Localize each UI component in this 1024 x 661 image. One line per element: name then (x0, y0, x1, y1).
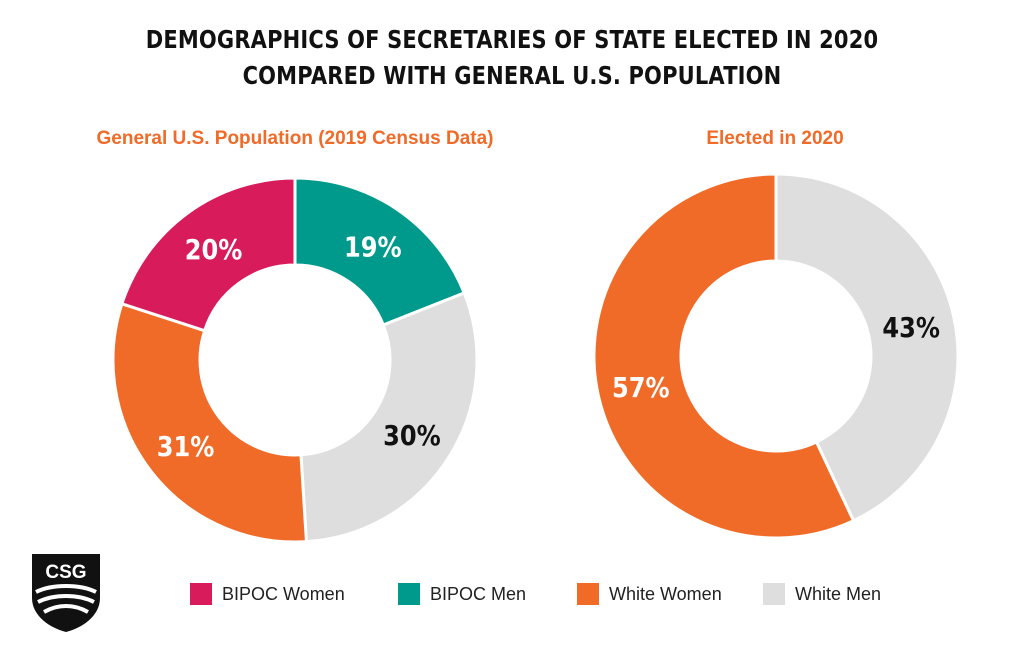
legend-label: BIPOC Men (430, 583, 527, 604)
legend-item-white-men: White Men (763, 583, 881, 605)
donut-slice-bipoc-women (120, 176, 297, 333)
title-line-2: COMPARED WITH GENERAL U.S. POPULATION (242, 61, 782, 90)
legend-item-white-women: White Women (577, 583, 722, 605)
donut-slice-white-women (111, 301, 309, 544)
legend-swatch (763, 583, 785, 605)
data-label-white-women: 57% (612, 373, 670, 405)
legend-swatch (190, 583, 212, 605)
legend-item-bipoc-women: BIPOC Women (190, 583, 345, 605)
legend-swatch (577, 583, 599, 605)
right-chart-subtitle: Elected in 2020 (706, 128, 844, 149)
donut-slice-white-women (592, 172, 856, 540)
donut-slice-bipoc-men (293, 176, 467, 327)
data-label-white-men: 30% (383, 421, 441, 453)
chart-title: DEMOGRAPHICS OF SECRETARIES OF STATE ELE… (0, 22, 1024, 94)
legend-label: BIPOC Women (222, 583, 345, 604)
data-label-bipoc-men: 19% (344, 232, 402, 264)
title-line-1: DEMOGRAPHICS OF SECRETARIES OF STATE ELE… (145, 25, 879, 54)
donut-slice-white-men (774, 172, 960, 523)
legend-label: White Women (609, 583, 722, 604)
data-label-bipoc-women: 20% (185, 234, 243, 266)
logo-text: CSG (45, 562, 86, 583)
legend-swatch (398, 583, 420, 605)
legend-label: White Men (795, 583, 882, 604)
left-chart-subtitle: General U.S. Population (2019 Census Dat… (96, 128, 494, 149)
csg-shield-logo-icon: CSG (32, 554, 100, 632)
donut-slice-white-men (299, 291, 479, 544)
legend-item-bipoc-men: BIPOC Men (398, 583, 526, 605)
data-label-white-men: 43% (882, 312, 940, 344)
data-label-white-women: 31% (157, 431, 215, 463)
legend: BIPOC Women BIPOC Men White Women White … (0, 583, 1024, 613)
